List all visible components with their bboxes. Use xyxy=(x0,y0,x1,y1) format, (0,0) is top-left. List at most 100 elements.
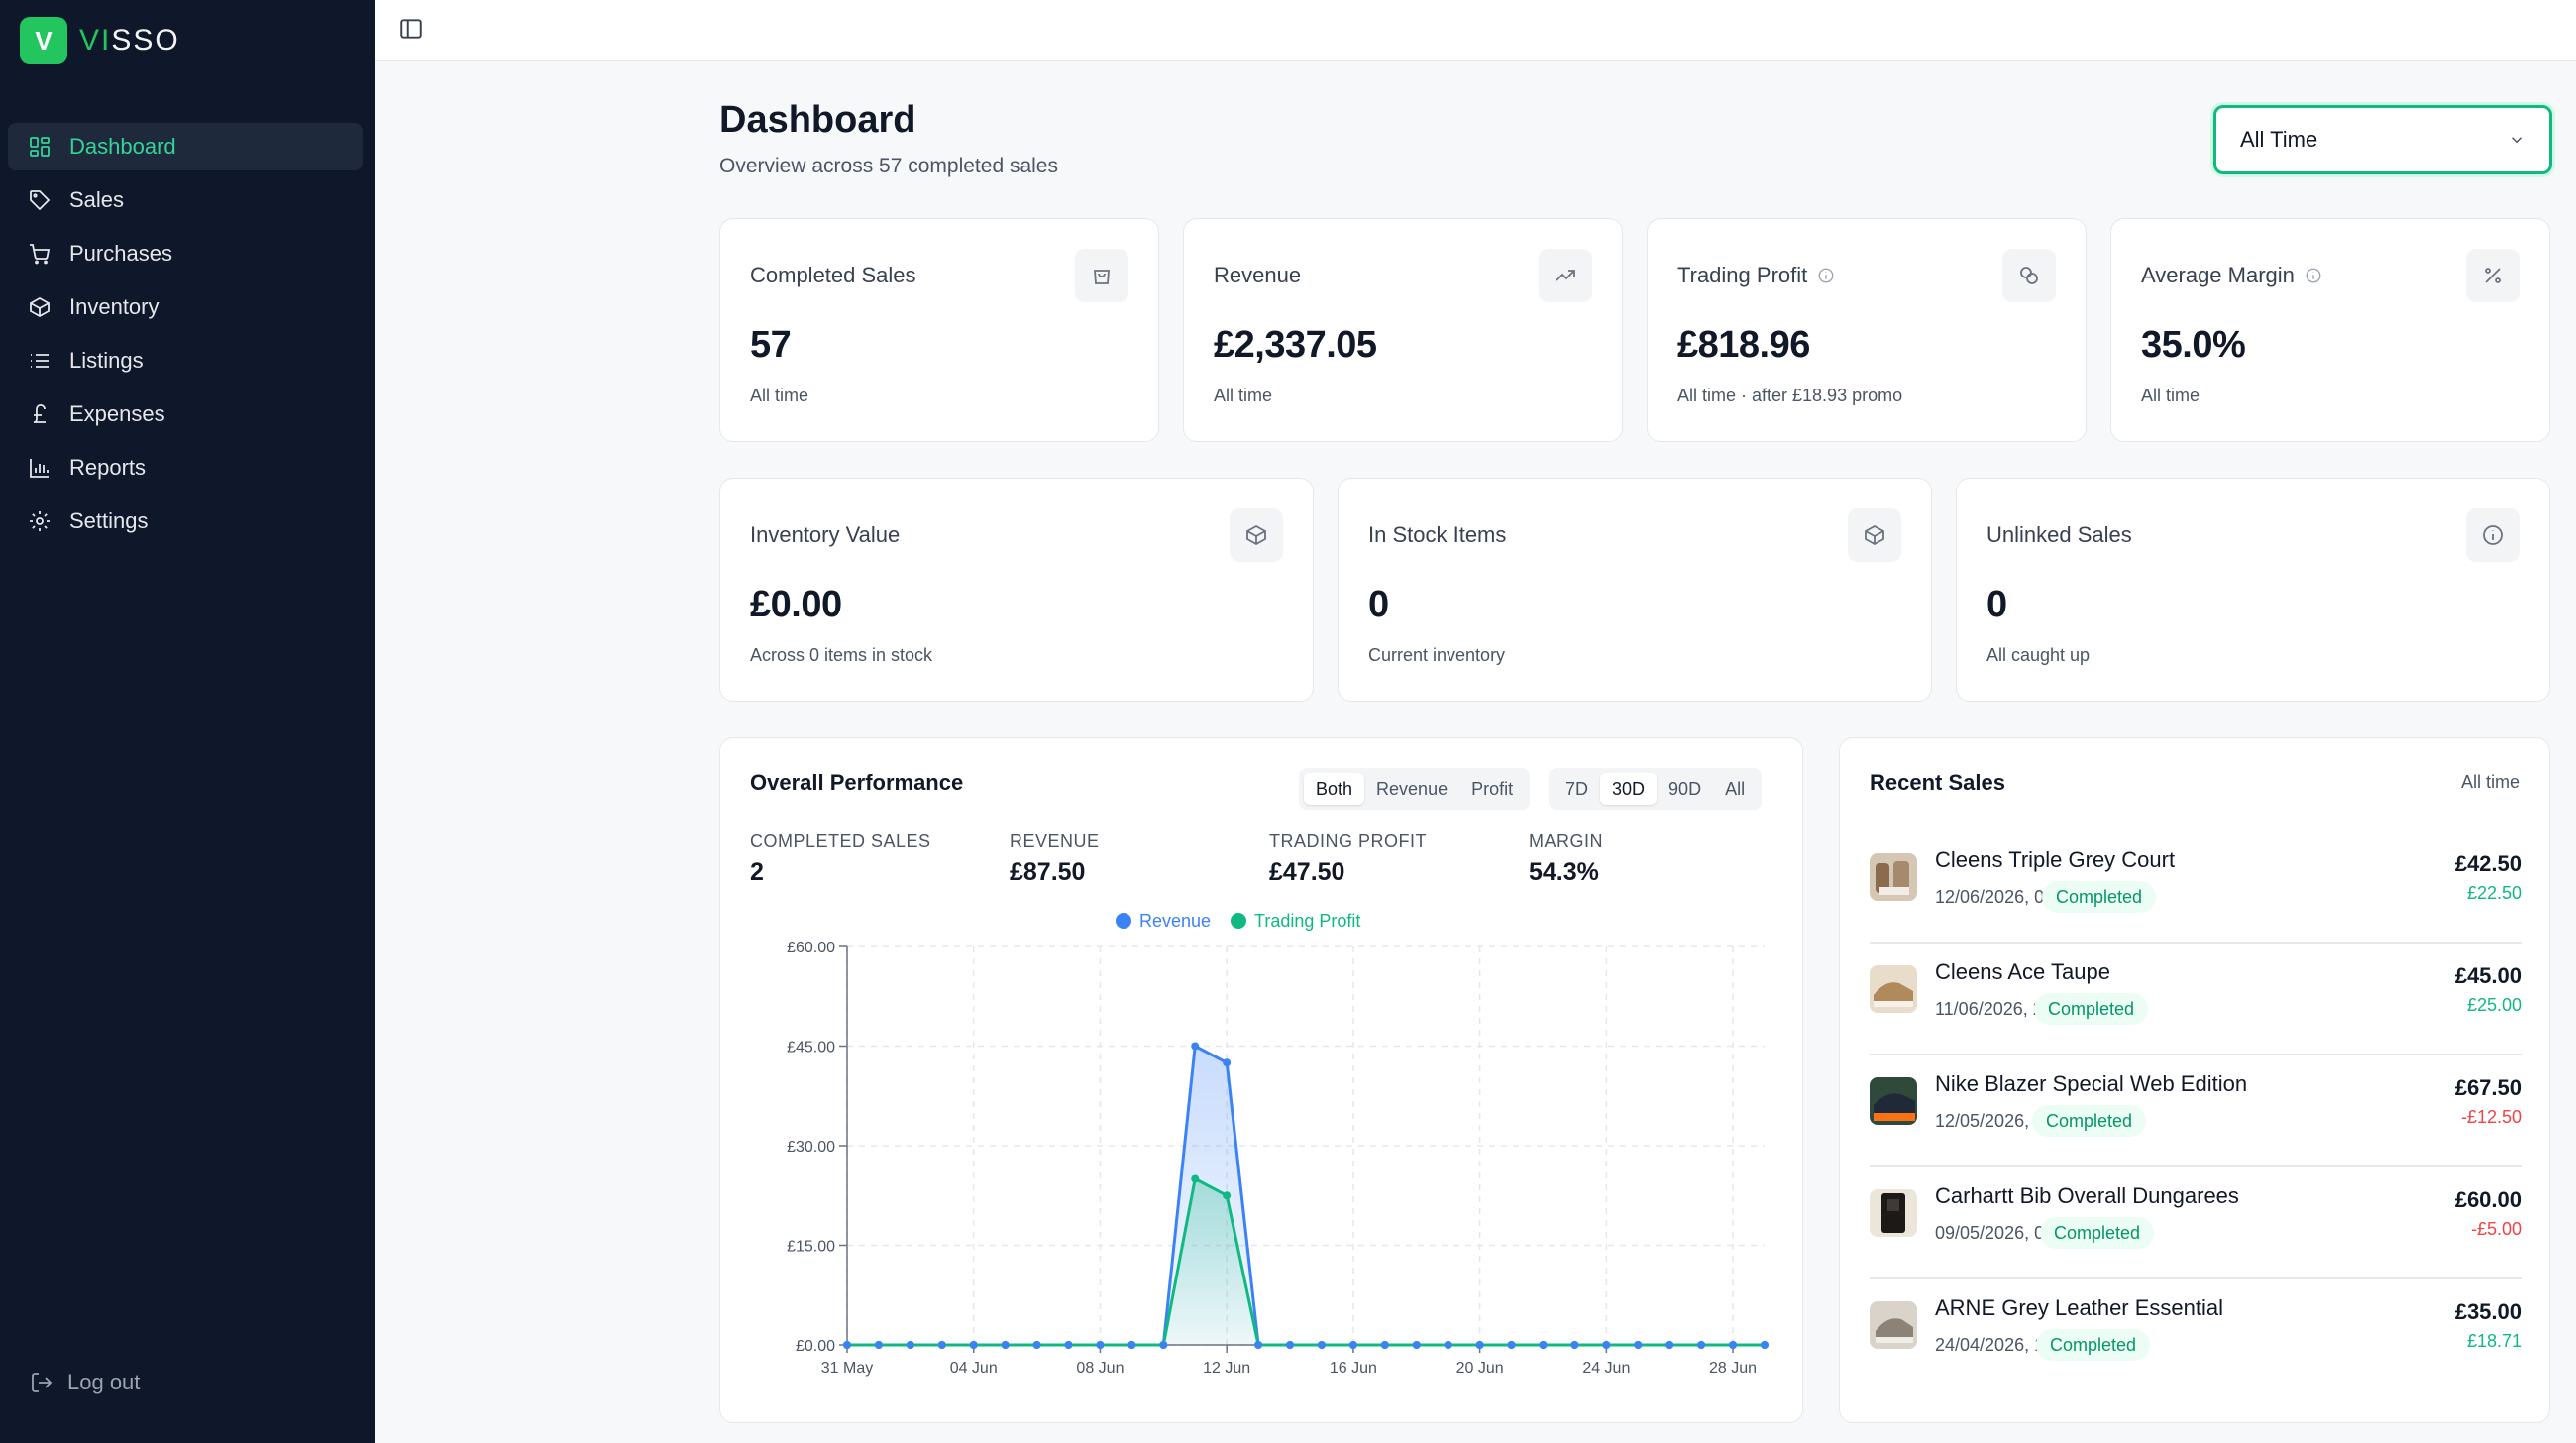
stat-icon-box xyxy=(1075,249,1128,302)
x-tick-label: 20 Jun xyxy=(1456,1360,1504,1377)
sidebar-item-reports[interactable]: Reports xyxy=(8,444,363,492)
sidebar-nav: Dashboard Sales Purchases Inventory List… xyxy=(8,123,363,551)
x-tick-label: 08 Jun xyxy=(1076,1360,1124,1377)
data-point xyxy=(1570,1341,1579,1349)
legend-marker xyxy=(1116,913,1131,929)
chevron-down-icon xyxy=(2511,137,2522,144)
tag-icon xyxy=(30,190,51,211)
metric-label: TRADING PROFIT xyxy=(1269,832,1427,851)
data-point xyxy=(969,1341,978,1349)
stat-card-completed-sales: Completed Sales 57 All time xyxy=(719,218,1159,442)
brand-name: VISSO xyxy=(79,24,180,57)
sale-price: £45.00 xyxy=(2454,963,2522,988)
series-toggle-revenue[interactable]: Revenue xyxy=(1376,778,1449,799)
recent-sales-range: All time xyxy=(2460,772,2520,792)
bar-chart-icon xyxy=(30,459,49,478)
data-point xyxy=(1223,1191,1232,1200)
cart-icon xyxy=(30,244,51,265)
period-toggle-7d[interactable]: 7D xyxy=(1565,778,1589,799)
performance-chart: Revenue Trading Profit £0.00 £15.00 £30.00 £4… xyxy=(787,911,1769,1377)
sidebar-item-label: Purchases xyxy=(69,241,172,266)
sidebar-item-inventory[interactable]: Inventory xyxy=(8,283,363,331)
info-icon[interactable] xyxy=(1817,267,1835,284)
list-item[interactable]: Cleens Ace Taupe 11/06/2026, 21:34 Compl… xyxy=(1870,944,2522,1055)
sale-price: £67.50 xyxy=(2454,1075,2522,1100)
stat-value: 0 xyxy=(1368,584,1389,625)
stat-label-text: Trading Profit xyxy=(1677,263,1808,287)
stat-card-unlinked-sales: Unlinked Sales 0 All caught up xyxy=(1956,478,2550,702)
y-tick-label: £45.00 xyxy=(787,1040,835,1056)
metric-margin: MARGIN 54.3% xyxy=(1529,832,1603,887)
sale-name: ARNE Grey Leather Essential xyxy=(1935,1295,2224,1320)
brand-name-accent: VI xyxy=(79,24,112,56)
top-bar xyxy=(375,0,2576,61)
sidebar-item-label: Inventory xyxy=(69,294,160,319)
data-point xyxy=(1001,1341,1010,1349)
list-item[interactable]: ARNE Grey Leather Essential 24/04/2026, … xyxy=(1870,1279,2522,1391)
stat-label-text: Average Margin xyxy=(2141,263,2295,287)
data-point xyxy=(1096,1341,1105,1349)
metric-completed-sales: COMPLETED SALES 2 xyxy=(750,832,931,887)
list-item[interactable]: Cleens Triple Grey Court 12/06/2026, 08:… xyxy=(1870,832,2522,944)
box-icon xyxy=(1246,524,1266,546)
data-point xyxy=(843,1341,851,1349)
sidebar-item-listings[interactable]: Listings xyxy=(8,337,363,385)
legend-label: Revenue xyxy=(1139,911,1211,931)
logout-button[interactable]: Log out xyxy=(30,1370,140,1395)
data-point xyxy=(874,1341,883,1349)
data-point xyxy=(1665,1341,1674,1349)
series-toggle-profit[interactable]: Profit xyxy=(1471,778,1514,799)
data-point xyxy=(1412,1341,1421,1349)
period-toggle-90d[interactable]: 90D xyxy=(1668,778,1702,799)
percent-icon xyxy=(2485,268,2501,283)
info-icon[interactable] xyxy=(2305,267,2322,284)
data-point xyxy=(1761,1341,1769,1349)
x-tick-label: 12 Jun xyxy=(1203,1360,1250,1377)
stat-value: 0 xyxy=(1986,584,2007,625)
brand[interactable]: V VISSO xyxy=(20,17,180,64)
metric-revenue: REVENUE £87.50 xyxy=(1010,832,1100,887)
stat-label-text: Unlinked Sales xyxy=(1986,522,2132,547)
metric-value: £87.50 xyxy=(1010,858,1086,886)
product-thumbnail xyxy=(1870,1077,1917,1125)
stat-icon-box xyxy=(2466,249,2520,302)
sidebar-item-sales[interactable]: Sales xyxy=(8,176,363,224)
date-range-value: All Time xyxy=(2240,127,2318,152)
sale-profit: -£5.00 xyxy=(2470,1219,2522,1239)
box-icon xyxy=(1865,524,1884,546)
stat-icon-box xyxy=(2002,249,2056,302)
data-point xyxy=(937,1341,946,1349)
sale-name: Cleens Ace Taupe xyxy=(1935,959,2110,984)
legend-label: Trading Profit xyxy=(1254,911,1360,931)
list-item[interactable]: Carhartt Bib Overall Dungarees 09/05/202… xyxy=(1870,1167,2522,1279)
sidebar-toggle-icon[interactable] xyxy=(398,16,424,42)
date-range-select[interactable]: All Time xyxy=(2213,105,2552,174)
period-toggle-all[interactable]: All xyxy=(1725,778,1746,799)
stat-label: Revenue xyxy=(1214,263,1301,288)
data-point xyxy=(1475,1341,1484,1349)
stat-icon-box xyxy=(1848,508,1901,562)
data-point xyxy=(1254,1341,1263,1349)
sidebar-item-label: Sales xyxy=(69,187,125,212)
stat-label: In Stock Items xyxy=(1368,522,1506,548)
stat-label: Inventory Value xyxy=(750,522,900,548)
stat-sub: All time xyxy=(1214,386,1273,405)
data-point xyxy=(1697,1341,1706,1349)
list-item[interactable]: Nike Blazer Special Web Edition 12/05/20… xyxy=(1870,1055,2522,1167)
series-line-trading-profit xyxy=(847,1177,1765,1347)
stat-icon-box xyxy=(1539,249,1592,302)
series-toggle-both[interactable]: Both xyxy=(1304,773,1365,805)
sidebar-item-dashboard[interactable]: Dashboard xyxy=(8,123,363,170)
series-area-revenue xyxy=(847,1046,1765,1345)
sale-name: Nike Blazer Special Web Edition xyxy=(1935,1071,2248,1096)
sidebar-item-settings[interactable]: Settings xyxy=(8,498,363,545)
data-point xyxy=(1348,1341,1357,1349)
sidebar-item-expenses[interactable]: Expenses xyxy=(8,390,363,438)
y-tick-label: £30.00 xyxy=(787,1139,835,1156)
data-point xyxy=(1317,1341,1326,1349)
metric-trading-profit: TRADING PROFIT £47.50 xyxy=(1269,832,1427,887)
stat-card-average-margin: Average Margin 35.0% All time xyxy=(2110,218,2550,442)
period-toggle-30d[interactable]: 30D xyxy=(1600,773,1658,805)
sidebar-item-purchases[interactable]: Purchases xyxy=(8,230,363,278)
data-point xyxy=(1191,1042,1200,1051)
